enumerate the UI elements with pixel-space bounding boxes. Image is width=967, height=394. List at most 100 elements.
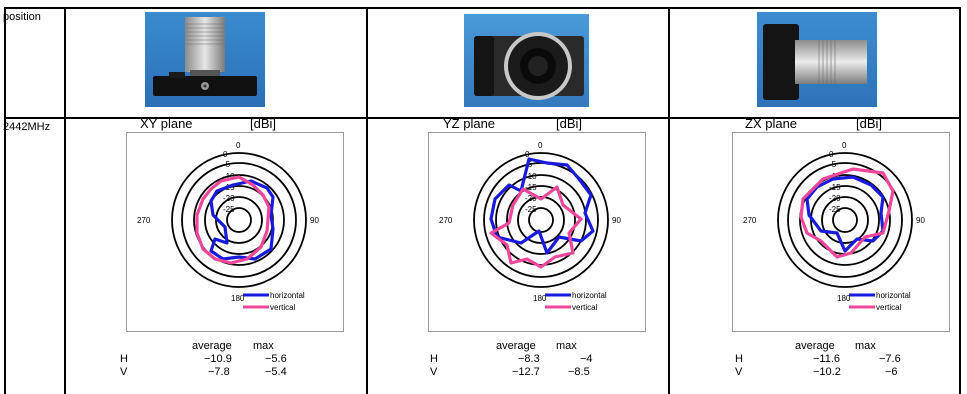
- table-border-right: [959, 7, 961, 394]
- row-label-position: position: [3, 11, 41, 23]
- polar-ring-0: [777, 152, 913, 288]
- table-divider-col3: [668, 7, 670, 394]
- angle-label-90: 90: [612, 216, 621, 225]
- stats-header-max: max: [253, 340, 274, 352]
- ring-label-10: -10: [223, 172, 235, 181]
- stats-h-label: H: [120, 353, 128, 365]
- pattern-horizontal-yz: [489, 157, 595, 255]
- angle-label-0: 0: [538, 141, 543, 150]
- row-label-frequency: 2442MHz: [3, 121, 51, 133]
- ring-label-10: -10: [525, 172, 537, 181]
- camera-photo-top-view: [145, 12, 265, 107]
- polar-plot-xy-svg: 0 -5 -10 -15 -20 -25 0 90 180 270 horizo…: [137, 141, 319, 312]
- table-divider-col1: [64, 7, 66, 394]
- angle-label-270: 270: [743, 216, 757, 225]
- polar-ring-25: [832, 207, 858, 233]
- stats-header-average: average: [192, 340, 232, 352]
- table-divider-row: [4, 117, 961, 119]
- ring-label-20: -20: [223, 194, 235, 203]
- ring-label-5: -5: [223, 160, 231, 169]
- stats-h-max: −5.6: [265, 353, 287, 365]
- stats-header-average: average: [795, 340, 835, 352]
- table-border-left: [4, 7, 6, 394]
- stats-v-label: V: [735, 366, 743, 378]
- stats-v-max: −5.4: [265, 366, 287, 378]
- angle-label-90: 90: [916, 216, 925, 225]
- stats-header-max: max: [556, 340, 577, 352]
- polar-ring-10: [495, 174, 587, 266]
- angle-label-180: 180: [837, 294, 851, 303]
- camera-front-view-image: [464, 14, 589, 107]
- plot-unit-zx: [dBi]: [856, 116, 883, 131]
- ring-label-25: -25: [223, 205, 235, 214]
- polar-ring-10: [799, 174, 891, 266]
- legend-label-horizontal: horizontal: [572, 291, 607, 300]
- camera-side-view-image: [757, 12, 877, 107]
- legend-label-vertical: vertical: [876, 303, 902, 312]
- legend-label-vertical: vertical: [270, 303, 296, 312]
- ring-label-25: -25: [829, 205, 841, 214]
- legend-label-horizontal: horizontal: [270, 291, 305, 300]
- stats-h-max: −4: [580, 353, 593, 365]
- angle-label-270: 270: [439, 216, 453, 225]
- angle-label-180: 180: [231, 294, 245, 303]
- ring-label-20: -20: [829, 194, 841, 203]
- polar-ring-25: [226, 207, 252, 233]
- ring-label-20: -20: [525, 194, 537, 203]
- angle-label-0: 0: [236, 141, 241, 150]
- polar-plot-xy: 0 -5 -10 -15 -20 -25 0 90 180 270 horizo…: [126, 132, 344, 332]
- pattern-vertical-xy: [195, 175, 271, 265]
- stats-v-average: −10.2: [813, 366, 841, 378]
- camera-photo-side-view: [757, 12, 877, 107]
- stats-v-average: −7.8: [208, 366, 230, 378]
- stats-h-average: −10.9: [204, 353, 232, 365]
- camera-photo-front-view: [464, 14, 589, 107]
- plot-legend-yz: horizontal vertical: [545, 291, 607, 312]
- polar-ring-5: [181, 162, 297, 278]
- polar-plot-zx-svg: 0 -5 -10 -15 -20 -25 0 90 180 270 horizo…: [743, 141, 925, 312]
- angle-label-0: 0: [842, 141, 847, 150]
- plot-legend-zx: horizontal vertical: [849, 291, 911, 312]
- stats-header-average: average: [496, 340, 536, 352]
- stats-v-label: V: [430, 366, 438, 378]
- stats-h-average: −11.6: [813, 353, 841, 365]
- polar-ring-5: [787, 162, 903, 278]
- angle-label-90: 90: [310, 216, 319, 225]
- ring-label-15: -15: [829, 183, 841, 192]
- stats-table-zx: average max H −11.6 −7.6 V −10.2 −6: [735, 340, 925, 380]
- stats-header-max: max: [855, 340, 876, 352]
- polar-ring-15: [506, 185, 576, 255]
- ring-label-5: -5: [829, 160, 837, 169]
- stats-table-xy: average max H −10.9 −5.6 V −7.8 −5.4: [120, 340, 310, 380]
- ring-label-25: -25: [525, 205, 537, 214]
- plot-unit-xy: [dBi]: [250, 116, 277, 131]
- legend-label-horizontal: horizontal: [876, 291, 911, 300]
- table-divider-col2: [366, 7, 368, 394]
- pattern-horizontal-xy: [209, 179, 275, 261]
- plot-title-yz: YZ plane: [443, 116, 496, 131]
- stats-v-max: −8.5: [568, 366, 590, 378]
- stats-h-max: −7.6: [879, 353, 901, 365]
- angle-label-180: 180: [533, 294, 547, 303]
- table-border-top: [4, 7, 961, 9]
- plot-unit-yz: [dBi]: [556, 116, 583, 131]
- ring-label-15: -15: [525, 183, 537, 192]
- plot-title-xy: XY plane: [140, 116, 193, 131]
- polar-ring-0: [473, 152, 609, 288]
- polar-plot-yz-svg: 0 -5 -10 -15 -20 -25 0 90 180 270 horizo…: [439, 141, 621, 312]
- camera-top-view-image: [145, 12, 265, 107]
- pattern-vertical-zx: [799, 167, 895, 259]
- ring-label-0: 0: [525, 150, 530, 159]
- polar-plot-zx: 0 -5 -10 -15 -20 -25 0 90 180 270 horizo…: [732, 132, 950, 332]
- pattern-vertical-yz: [489, 185, 583, 269]
- stats-v-average: −12.7: [512, 366, 540, 378]
- polar-ring-0: [171, 152, 307, 288]
- angle-label-270: 270: [137, 216, 151, 225]
- polar-ring-20: [215, 196, 263, 244]
- legend-label-vertical: vertical: [572, 303, 598, 312]
- stats-v-label: V: [120, 366, 128, 378]
- polar-ring-20: [821, 196, 869, 244]
- ring-label-0: 0: [829, 150, 834, 159]
- pattern-horizontal-zx: [805, 175, 885, 253]
